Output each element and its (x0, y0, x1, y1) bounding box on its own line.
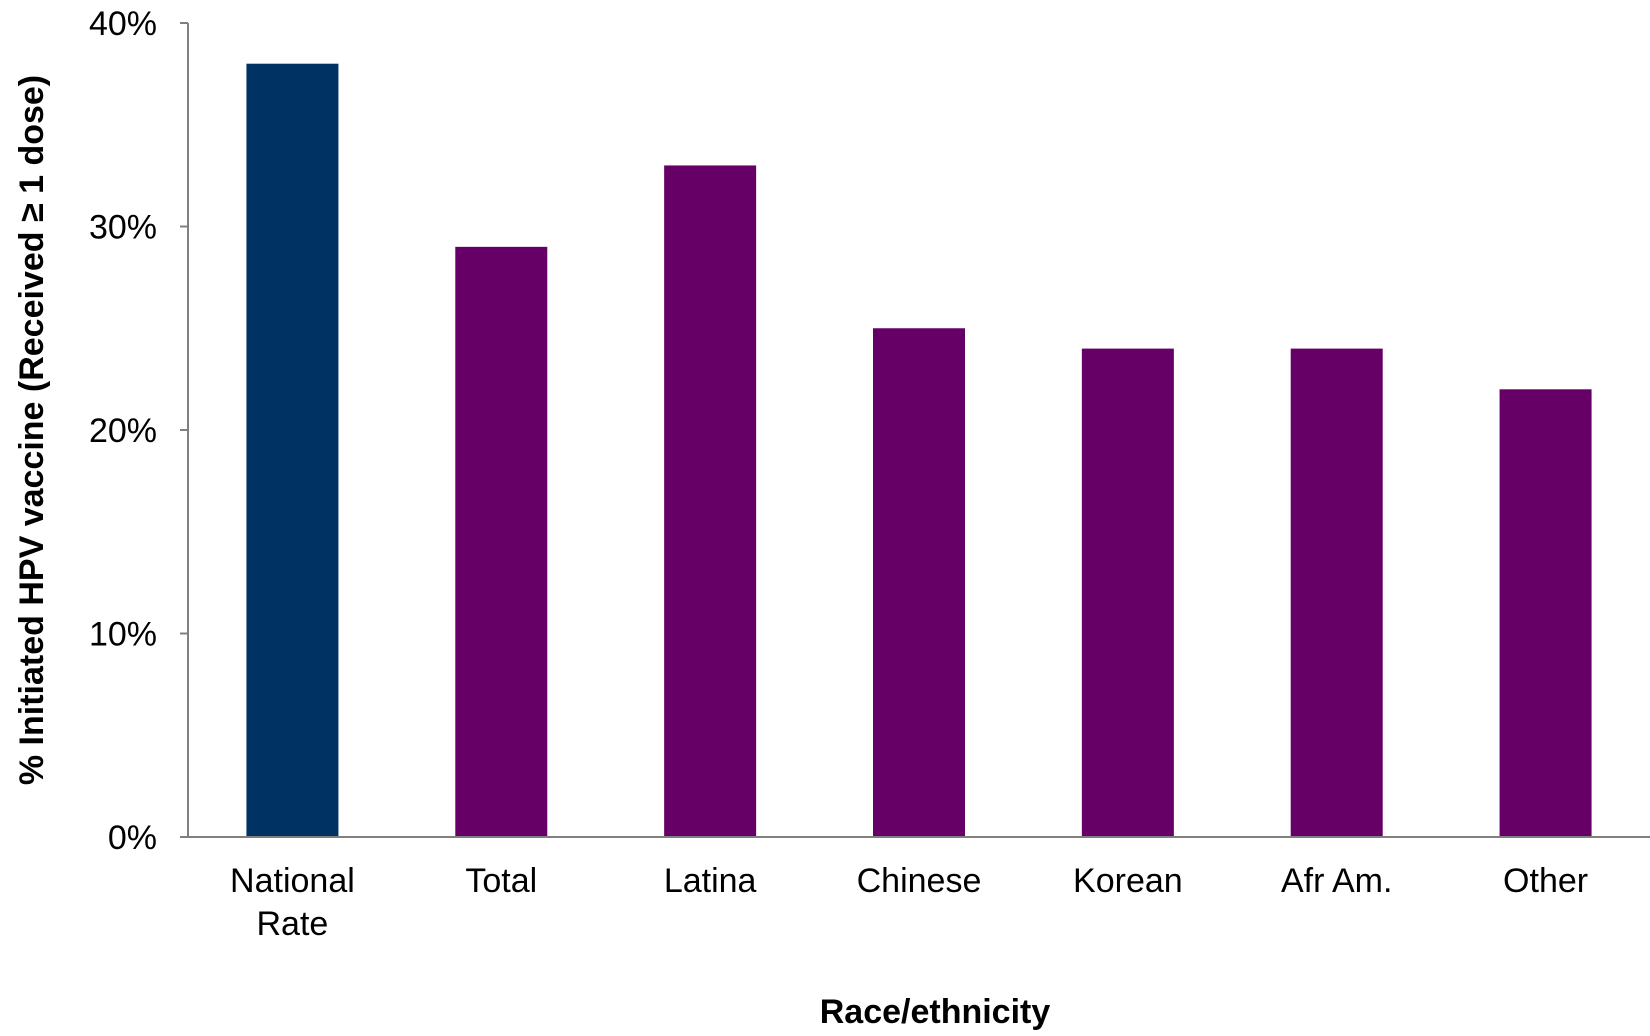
y-tick-label: 0% (108, 819, 157, 857)
y-axis-ticks: 0% 10% 20% 30% 40% (89, 5, 188, 857)
bar (1081, 348, 1174, 837)
x-tick-label: Korean (1073, 862, 1183, 900)
bar (246, 63, 339, 837)
x-tick-label: National Rate (230, 862, 355, 943)
y-axis-title: % Initiated HPV vaccine (Received ≥ 1 do… (13, 75, 51, 785)
y-tick-label: 20% (89, 412, 157, 450)
x-tick-label: Afr Am. (1281, 862, 1392, 900)
x-axis-labels: National Rate Total Latina Chinese Korean Afr … (230, 862, 1588, 943)
y-tick-label: 10% (89, 616, 157, 654)
y-tick-label: 30% (89, 209, 157, 247)
bar (873, 328, 965, 837)
x-tick-label: Latina (664, 862, 757, 900)
bar (1499, 389, 1592, 837)
bars-group (246, 63, 1592, 838)
x-tick-label: Total (465, 862, 537, 900)
bar (1290, 348, 1383, 837)
x-axis-title: Race/ethnicity (820, 993, 1051, 1031)
bar (664, 165, 757, 837)
bar (455, 246, 548, 838)
y-tick-label: 40% (89, 5, 157, 43)
x-tick-label: Chinese (857, 862, 982, 900)
x-tick-label: Other (1503, 862, 1588, 900)
